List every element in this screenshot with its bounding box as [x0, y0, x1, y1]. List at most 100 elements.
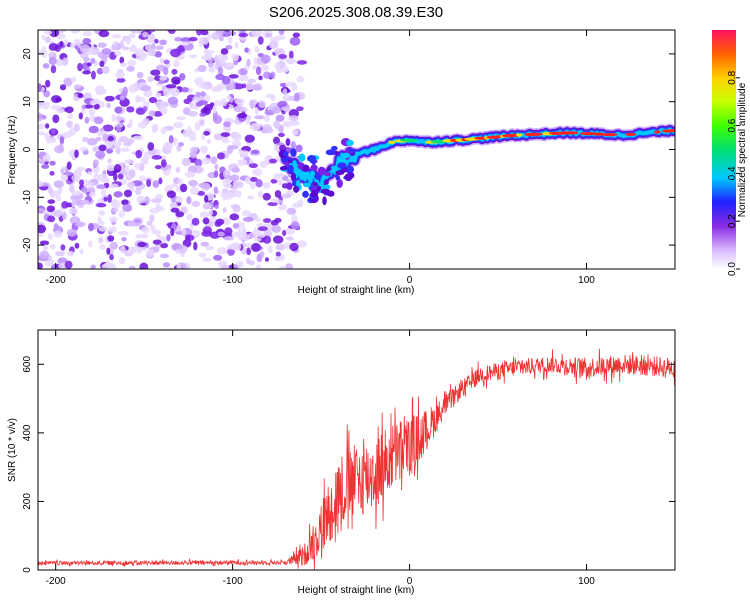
- ridge-peak: [566, 131, 579, 135]
- noise-blob: [74, 174, 81, 183]
- noise-blob: [237, 226, 242, 233]
- noise-blob: [238, 74, 249, 82]
- noise-blob: [193, 241, 198, 251]
- ridge-blob: [310, 189, 319, 198]
- top-x-ticks: -200 -100 0 100: [46, 30, 595, 286]
- noise-blob: [38, 224, 47, 234]
- noise-blob: [220, 97, 228, 107]
- noise-blob: [216, 247, 228, 255]
- ridge-peak: [388, 140, 396, 144]
- colorbar-tick-label: 0.0: [727, 262, 738, 276]
- noise-blob: [98, 236, 104, 244]
- noise-blob: [119, 95, 126, 101]
- noise-blob: [232, 204, 241, 213]
- noise-blob: [119, 245, 126, 254]
- noise-blob: [220, 48, 229, 55]
- noise-blob: [151, 155, 163, 160]
- noise-blob: [46, 205, 56, 213]
- noise-blob: [154, 51, 163, 58]
- ridge-blob: [311, 159, 316, 165]
- noise-blob: [197, 64, 207, 73]
- noise-blob: [78, 112, 83, 120]
- noise-blob: [66, 120, 73, 129]
- ridge-peak: [601, 133, 618, 137]
- noise-blob: [96, 130, 102, 137]
- noise-blob: [237, 159, 248, 166]
- noise-blob: [231, 242, 242, 252]
- noise-blob: [150, 198, 162, 204]
- noise-blob: [163, 141, 174, 151]
- noise-blob: [169, 202, 178, 210]
- noise-blob: [70, 76, 77, 83]
- noise-blob: [126, 65, 135, 72]
- noise-blob: [81, 186, 88, 193]
- noise-blob: [236, 260, 244, 268]
- noise-blob: [109, 254, 114, 261]
- noise-blob: [277, 179, 283, 186]
- noise-blob: [281, 193, 292, 199]
- noise-blob: [156, 100, 163, 110]
- noise-blob: [282, 229, 287, 237]
- noise-blob: [214, 220, 222, 227]
- noise-blob: [200, 241, 210, 247]
- x-tick-label: 0: [407, 275, 413, 286]
- y-tick-label: 400: [22, 424, 33, 441]
- noise-blob: [38, 180, 44, 188]
- noise-blob: [48, 57, 57, 66]
- noise-blob: [223, 236, 235, 241]
- noise-blob: [168, 135, 174, 144]
- noise-blob: [106, 164, 116, 172]
- noise-blob: [275, 244, 286, 251]
- noise-blob: [153, 111, 163, 117]
- noise-blob: [278, 125, 284, 133]
- noise-blob: [157, 79, 165, 85]
- noise-blob: [133, 219, 142, 224]
- noise-blob: [108, 183, 119, 189]
- noise-blob: [60, 244, 66, 251]
- ridge-blob: [310, 164, 318, 172]
- noise-blob: [232, 223, 240, 229]
- noise-blob: [274, 48, 285, 56]
- noise-blob: [59, 40, 64, 48]
- noise-blob: [209, 231, 221, 239]
- noise-blob: [127, 137, 135, 145]
- noise-blob: [251, 30, 263, 38]
- noise-blob: [274, 189, 282, 198]
- noise-blob: [54, 145, 65, 154]
- noise-blob: [108, 216, 118, 223]
- noise-blob: [245, 117, 251, 125]
- noise-blob: [194, 121, 201, 131]
- noise-blob: [41, 46, 46, 52]
- noise-blob: [43, 30, 53, 35]
- noise-blob: [69, 184, 75, 193]
- noise-blob: [119, 257, 126, 265]
- noise-blob: [278, 30, 285, 36]
- noise-blob: [271, 224, 282, 233]
- noise-blob: [228, 74, 239, 79]
- noise-blob: [170, 183, 178, 188]
- x-tick-label: 100: [578, 576, 595, 587]
- noise-blob: [79, 44, 91, 53]
- noise-blob: [288, 50, 294, 60]
- noise-blob: [55, 194, 62, 202]
- noise-blob: [120, 39, 125, 49]
- ridge-blob: [326, 166, 332, 172]
- noise-blob: [244, 82, 254, 91]
- noise-blob: [140, 233, 149, 239]
- noise-blob: [251, 242, 262, 252]
- noise-blob: [121, 199, 129, 206]
- noise-blob: [170, 207, 180, 213]
- noise-blob: [38, 50, 44, 55]
- y-tick-label: 10: [22, 96, 33, 108]
- noise-blob: [261, 124, 273, 133]
- noise-blob: [97, 198, 105, 204]
- noise-blob: [159, 253, 169, 259]
- noise-blob: [134, 162, 141, 170]
- snr-series-line: [38, 348, 675, 570]
- noise-blob: [123, 189, 133, 198]
- noise-blob: [181, 157, 192, 167]
- noise-blob: [74, 149, 79, 158]
- colorbar-tick-label: 0.4: [727, 166, 738, 180]
- noise-blob: [143, 105, 148, 112]
